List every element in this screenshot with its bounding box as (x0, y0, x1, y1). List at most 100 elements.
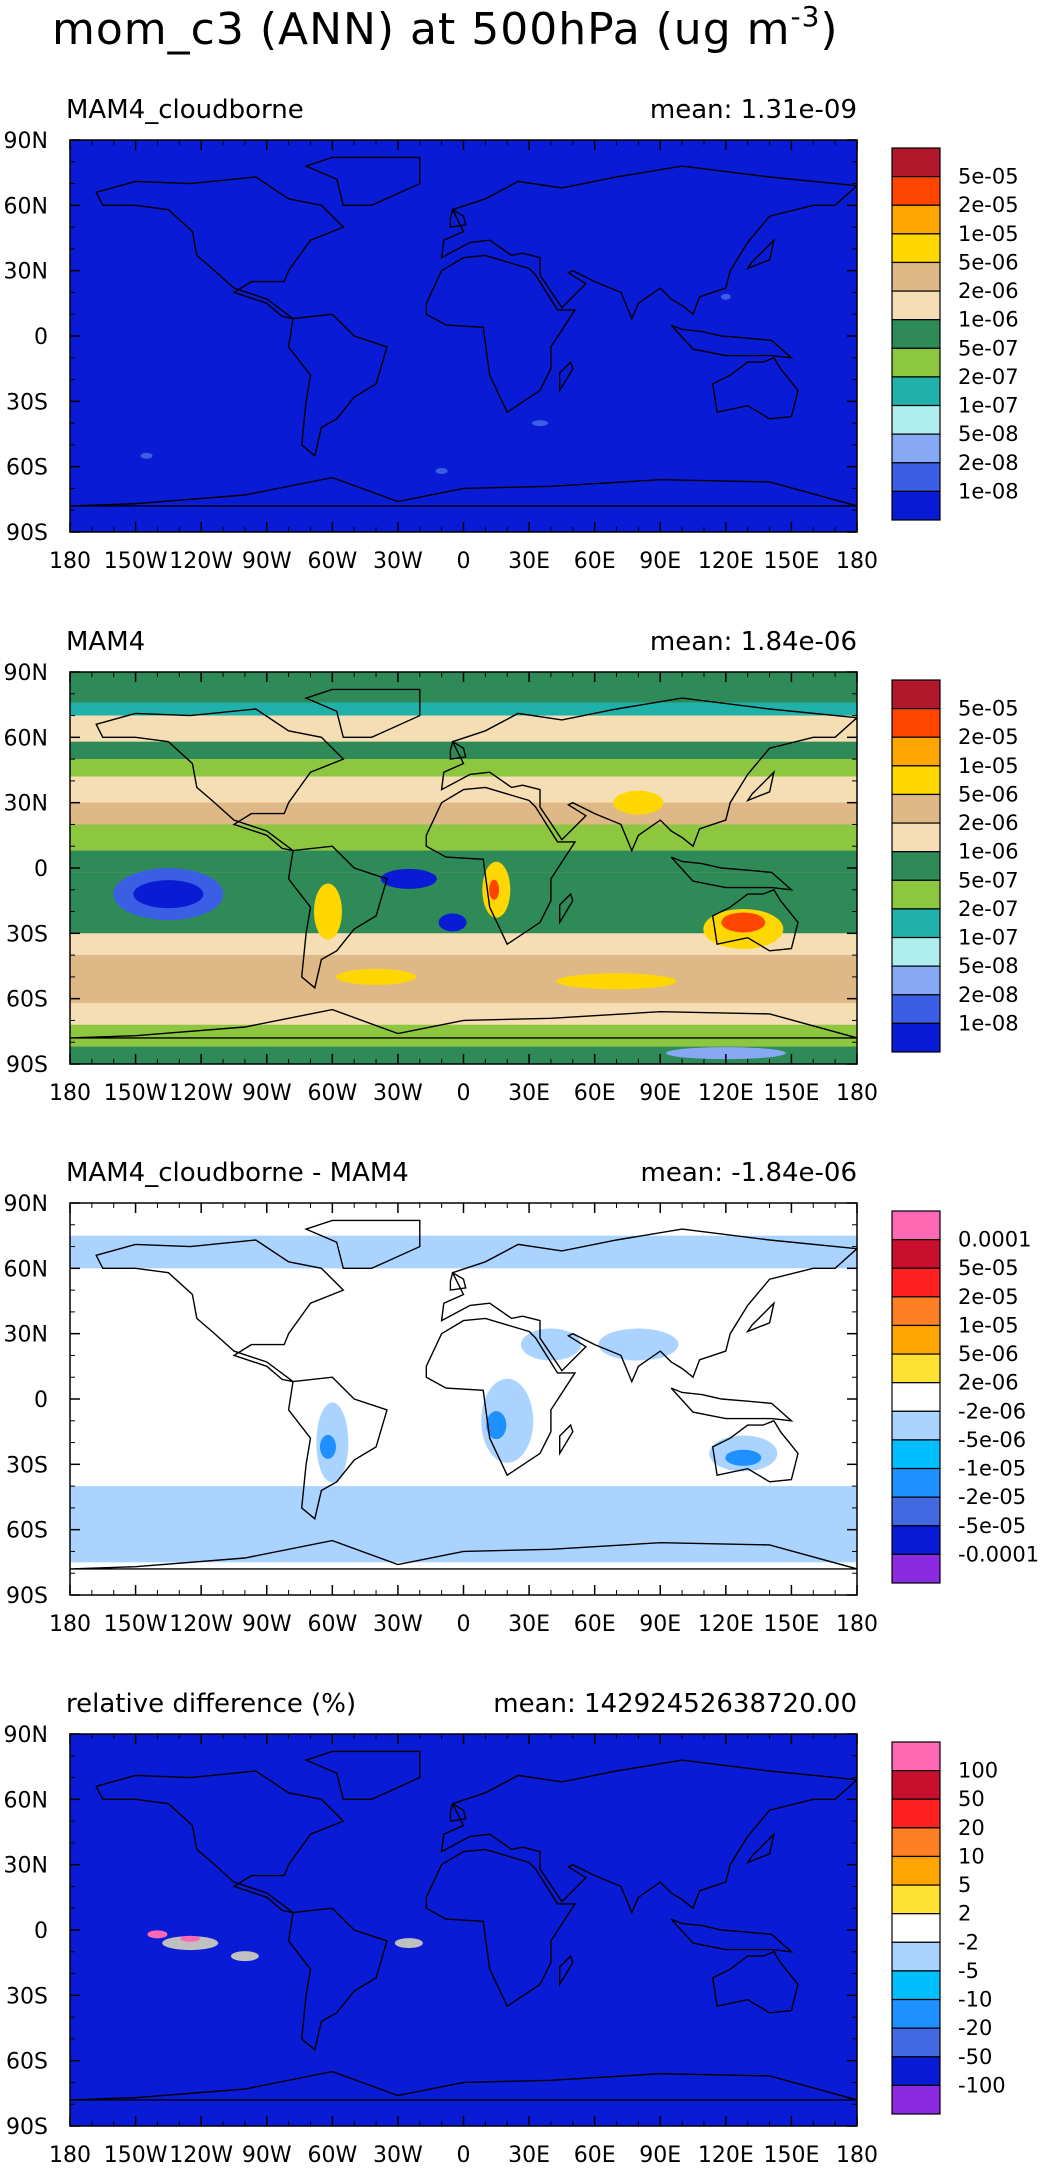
y-tick-label: 60S (6, 988, 48, 1013)
x-tick-label: 150E (763, 1612, 819, 1637)
y-tick-label: 30S (6, 390, 48, 415)
coastline (287, 313, 388, 458)
legend-swatch (891, 1353, 941, 1384)
coastline (304, 1219, 421, 1269)
field-band (70, 824, 857, 851)
legend-swatch (891, 822, 941, 853)
y-tick-label: 60N (4, 1788, 48, 1813)
title-close: ) (820, 4, 838, 55)
panel-title: MAM4 (66, 627, 145, 657)
legend-swatch (891, 176, 941, 206)
coastline (449, 1802, 467, 1822)
coastline (425, 786, 577, 946)
legend-swatch (891, 490, 941, 521)
coastline (559, 1423, 574, 1456)
coastline (670, 1918, 794, 1953)
coastline (711, 1419, 799, 1483)
y-tick-label: 30N (4, 260, 48, 285)
coastline (287, 845, 388, 990)
legend-label: 2e-05 (958, 193, 1019, 217)
legend-label: 1e-05 (958, 754, 1019, 778)
legend-swatch (891, 290, 941, 321)
field-patch (319, 1434, 336, 1459)
panel-mean: mean: 14292452638720.00 (493, 1689, 857, 1719)
title-exponent: -3 (790, 0, 820, 33)
legend-label: -2e-05 (958, 1485, 1026, 1509)
field-patch (665, 1047, 786, 1060)
legend-swatch (891, 2056, 941, 2086)
field-band (70, 802, 857, 825)
field-patch (532, 420, 549, 427)
field-patch (486, 1411, 507, 1440)
legend-swatch (891, 1467, 941, 1498)
y-tick-label: 90N (4, 661, 48, 686)
legend-swatch (891, 1553, 941, 1584)
legend-swatch (891, 2084, 941, 2115)
map-area (70, 140, 857, 532)
legend-label: 2e-06 (958, 811, 1019, 835)
legend-swatch (891, 462, 941, 492)
legend-label: 1e-07 (958, 926, 1019, 950)
x-tick-label: 60E (574, 1081, 616, 1106)
field-patch (721, 912, 766, 933)
x-tick-label: 180 (836, 1081, 878, 1106)
y-tick-label: 60N (4, 726, 48, 751)
legend-swatch (891, 851, 941, 881)
legend-swatch (891, 1324, 941, 1355)
panel-3: MAM4_cloudborne - MAM4 mean: -1.84e-06 180… (4, 1158, 1040, 1637)
map-area (70, 672, 857, 1064)
legend-label: 2e-07 (958, 897, 1019, 921)
y-tick-label: 30S (6, 922, 48, 947)
legend-swatch (891, 1970, 941, 2001)
coastline (440, 1228, 857, 1384)
x-tick-label: 120W (169, 1612, 233, 1637)
coastline (670, 1387, 794, 1422)
legend-swatch (891, 1941, 941, 1972)
x-tick-label: 90W (242, 1081, 292, 1106)
legend-swatch (891, 1022, 941, 1053)
legend-swatch (891, 1439, 941, 1470)
x-tick-label: 90E (639, 2143, 681, 2168)
x-tick-label: 60E (574, 549, 616, 574)
legend-swatch (891, 1913, 941, 1943)
y-tick-label: 90N (4, 129, 48, 154)
legend-label: 5e-05 (958, 697, 1019, 721)
x-tick-label: 180 (49, 2143, 91, 2168)
y-tick-label: 90N (4, 1723, 48, 1748)
field-patch (613, 790, 664, 815)
coastline (304, 688, 421, 738)
coastline (711, 1950, 799, 2014)
legend-label: 100 (958, 1759, 998, 1783)
x-tick-label: 0 (457, 549, 471, 574)
legend-swatch (891, 347, 941, 378)
field-band (70, 1235, 857, 1269)
field-patch (180, 1935, 201, 1942)
legend-label: -5e-05 (958, 1514, 1026, 1538)
field-patch (556, 973, 677, 990)
legend-swatch (891, 147, 941, 178)
legend-swatch (891, 2027, 941, 2058)
y-tick-label: 30S (6, 1984, 48, 2009)
legend-swatch (891, 1884, 941, 1915)
coastline (304, 156, 421, 206)
legend: 5e-05 2e-05 1e-05 5e-06 2e-06 1e-06 5e-07 2e-07… (891, 679, 1019, 1053)
legend-swatch (891, 1770, 941, 1800)
field-patch (520, 1328, 581, 1361)
legend-swatch (891, 376, 941, 407)
x-tick-label: 60E (574, 1612, 616, 1637)
panel-title: MAM4_cloudborne - MAM4 (66, 1158, 409, 1188)
y-tick-label: 90S (6, 1584, 48, 1609)
x-tick-label: 90E (639, 549, 681, 574)
x-tick-label: 30W (373, 549, 423, 574)
x-tick-label: 90E (639, 1612, 681, 1637)
legend-swatch (891, 319, 941, 349)
coastline (95, 1239, 345, 1383)
legend-swatch (891, 433, 941, 464)
panel-title: MAM4_cloudborne (66, 95, 304, 125)
legend-label: -2e-06 (958, 1399, 1026, 1423)
legend-label: 2e-06 (958, 279, 1019, 303)
x-tick-label: 30W (373, 1081, 423, 1106)
legend-label: -20 (958, 2016, 992, 2040)
y-tick-label: 90S (6, 1053, 48, 1078)
